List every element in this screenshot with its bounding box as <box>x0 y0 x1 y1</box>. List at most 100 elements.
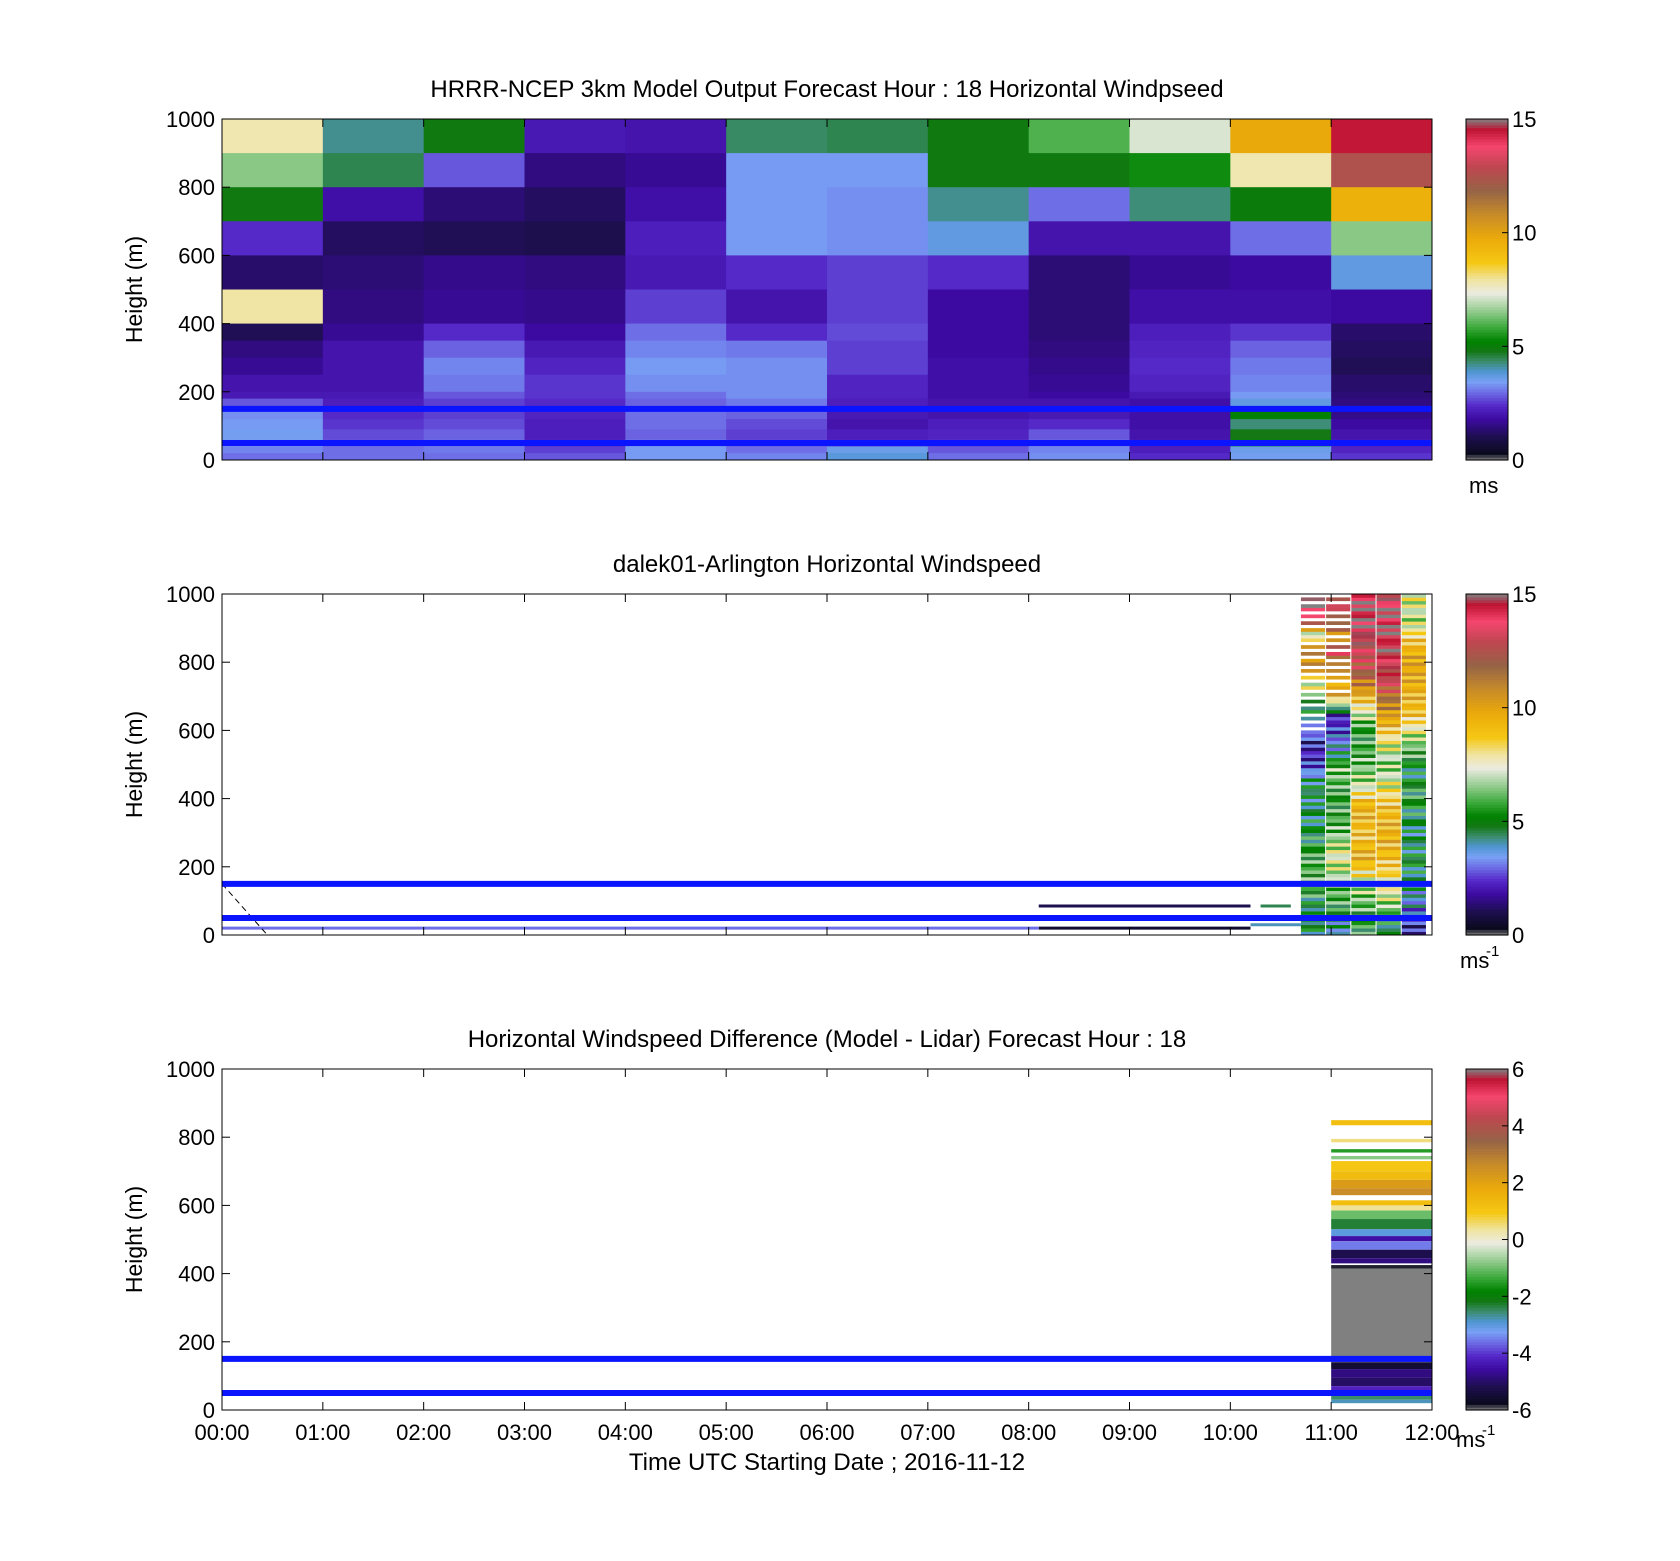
lidar-range-gate <box>1351 655 1376 660</box>
lidar-range-gate <box>1300 907 1326 912</box>
heatmap-cell <box>322 391 425 400</box>
colorbar-swatch <box>1466 320 1508 325</box>
heatmap-cell <box>827 323 929 342</box>
colorbar-swatch <box>1466 1182 1508 1187</box>
lidar-range-gate <box>1300 784 1326 789</box>
lidar-range-gate <box>1376 928 1401 932</box>
colorbar-swatch <box>1466 454 1508 458</box>
lidar-range-gate <box>1326 747 1351 752</box>
colorbar-tick-label: 0 <box>1512 448 1524 473</box>
lidar-range-gate <box>1401 928 1426 932</box>
colorbar-swatch <box>1466 411 1508 416</box>
lidar-range-gate <box>1351 897 1376 902</box>
heatmap-cell <box>423 323 525 342</box>
heatmap-cell <box>827 119 929 154</box>
lidar-range-gate <box>1351 624 1376 629</box>
colorbar-swatch <box>1466 889 1508 893</box>
heatmap-cell <box>1028 408 1130 420</box>
colorbar-swatch <box>1466 650 1508 655</box>
lidar-range-gate <box>1300 737 1326 741</box>
heatmap-cell <box>1230 391 1332 400</box>
y-tick-label: 200 <box>178 1330 215 1355</box>
colorbar-swatch <box>1466 1296 1508 1300</box>
colorbar-tick-label: 6 <box>1512 1057 1524 1082</box>
heatmap-cell <box>1331 453 1433 461</box>
colorbar-swatch <box>1466 1228 1508 1232</box>
heatmap-cell <box>322 429 425 441</box>
lidar-range-gate <box>1376 911 1401 915</box>
heatmap-cell <box>1028 453 1130 461</box>
colorbar-swatch <box>1466 827 1508 831</box>
lidar-range-gate <box>1300 815 1326 820</box>
colorbar-swatch <box>1466 1316 1508 1320</box>
difference-band <box>1331 1399 1432 1404</box>
colorbar-swatch <box>1466 207 1508 211</box>
lidar-range-gate <box>1376 737 1401 741</box>
lidar-range-gate <box>1326 706 1351 711</box>
colorbar-swatch <box>1466 1239 1508 1243</box>
heatmap-cell <box>625 289 727 325</box>
heatmap-cell <box>927 289 1030 325</box>
heatmap-cell <box>625 391 727 400</box>
difference-band <box>1331 1377 1432 1387</box>
difference-band <box>1331 1386 1432 1393</box>
heatmap-cell <box>524 153 626 188</box>
lidar-range-gate <box>1326 675 1351 680</box>
lidar-range-gate <box>1326 686 1351 690</box>
lidar-range-gate <box>1376 638 1401 643</box>
difference-band <box>1331 1241 1432 1250</box>
lidar-range-gate <box>1376 655 1401 660</box>
lidar-range-gate <box>1326 805 1351 810</box>
colorbar-swatch <box>1466 787 1508 791</box>
lidar-range-gate <box>1326 628 1351 632</box>
lidar-range-gate <box>1376 726 1401 731</box>
heatmap-cell <box>827 419 929 430</box>
heatmap-cell <box>927 419 1030 430</box>
lidar-range-gate <box>1401 672 1426 677</box>
colorbar-swatch <box>1466 1157 1508 1161</box>
lidar-range-gate <box>1376 795 1401 799</box>
lidar-range-gate <box>1351 856 1376 861</box>
lidar-range-gate <box>1376 791 1401 796</box>
lidar-range-gate <box>1376 682 1401 687</box>
colorbar-swatch <box>1466 215 1508 220</box>
colorbar-swatch <box>1466 414 1508 418</box>
lidar-range-gate <box>1326 744 1351 748</box>
lidar-range-gate <box>1326 607 1351 612</box>
lidar-range-gate <box>1376 696 1401 701</box>
chart-title: Horizontal Windspeed Difference (Model -… <box>468 1026 1187 1053</box>
colorbar-swatch <box>1466 323 1508 328</box>
lidar-range-gate <box>1300 621 1326 625</box>
lidar-range-gate <box>1300 662 1326 666</box>
heatmap-cell <box>423 446 525 454</box>
heatmap-cell <box>827 408 929 420</box>
diagonal-dashed-line <box>221 883 268 936</box>
colorbar-swatch <box>1466 790 1508 794</box>
colorbar-swatch <box>1466 906 1508 911</box>
heatmap-cell <box>1331 153 1433 188</box>
colorbar-swatch <box>1466 451 1508 455</box>
heatmap-cell <box>625 153 727 188</box>
lidar-range-gate <box>1351 750 1376 755</box>
x-axis-label: Time UTC Starting Date ; 2016-11-12 <box>629 1449 1025 1476</box>
colorbar-frame <box>1465 118 1509 461</box>
colorbar-swatch <box>1466 684 1508 689</box>
colorbar-swatch <box>1466 167 1508 171</box>
lidar-range-gate <box>1351 720 1376 724</box>
lidar-range-gate <box>1300 839 1326 844</box>
heatmap-cell <box>726 429 828 441</box>
heatmap-cell <box>423 374 525 393</box>
lidar-range-gate <box>1401 645 1426 649</box>
colorbar-swatch <box>1466 1208 1508 1212</box>
colorbar-swatch <box>1466 1165 1508 1170</box>
lidar-range-gate <box>1326 669 1351 673</box>
lidar-range-gate <box>1351 849 1376 854</box>
lidar-range-gate <box>1300 744 1326 748</box>
heatmap-cell <box>1230 419 1332 430</box>
lidar-range-gate <box>1401 634 1426 639</box>
colorbar-swatch <box>1466 1069 1508 1073</box>
colorbar-swatch <box>1466 403 1508 407</box>
colorbar-swatch <box>1466 926 1508 930</box>
lidar-range-gate <box>1376 604 1401 608</box>
lidar-range-gate <box>1300 856 1326 861</box>
